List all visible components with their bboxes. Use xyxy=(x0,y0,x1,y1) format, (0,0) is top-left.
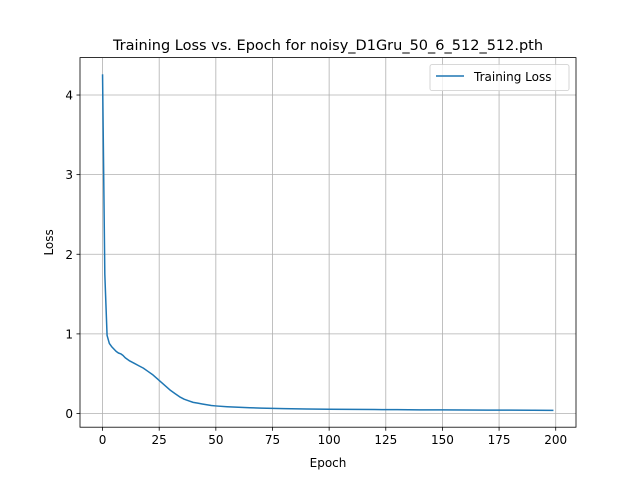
y-tick-label-4: 4 xyxy=(65,89,73,103)
ticks: 0 25 50 75 100 125 150 175 200 0 1 2 3 4 xyxy=(65,89,567,448)
y-tick-label-0: 0 xyxy=(65,407,73,421)
y-tick-label-2: 2 xyxy=(65,248,73,262)
x-tick-label-3: 75 xyxy=(265,433,280,447)
x-tick-label-7: 175 xyxy=(488,433,511,447)
x-tick-label-4: 100 xyxy=(318,433,341,447)
x-tick-label-2: 50 xyxy=(208,433,223,447)
x-tick-label-0: 0 xyxy=(99,433,107,447)
legend-box xyxy=(429,64,570,91)
chart-title: Training Loss vs. Epoch for noisy_D1Gru_… xyxy=(112,38,543,54)
legend: Training Loss xyxy=(429,64,570,91)
x-tick-label-5: 125 xyxy=(374,433,397,447)
grid xyxy=(80,57,576,428)
x-axis-label: Epoch xyxy=(310,456,347,470)
x-tick-label-6: 150 xyxy=(431,433,454,447)
plot-frame xyxy=(79,57,577,428)
series-line-0 xyxy=(101,74,554,412)
y-tick-label-1: 1 xyxy=(65,327,73,341)
series-layer xyxy=(101,74,554,412)
y-tick-label-3: 3 xyxy=(65,168,73,182)
x-tick-label-1: 25 xyxy=(152,433,167,447)
y-axis-label: Loss xyxy=(42,229,56,255)
x-tick-label-8: 200 xyxy=(544,433,567,447)
legend-label: Training Loss xyxy=(473,70,551,84)
